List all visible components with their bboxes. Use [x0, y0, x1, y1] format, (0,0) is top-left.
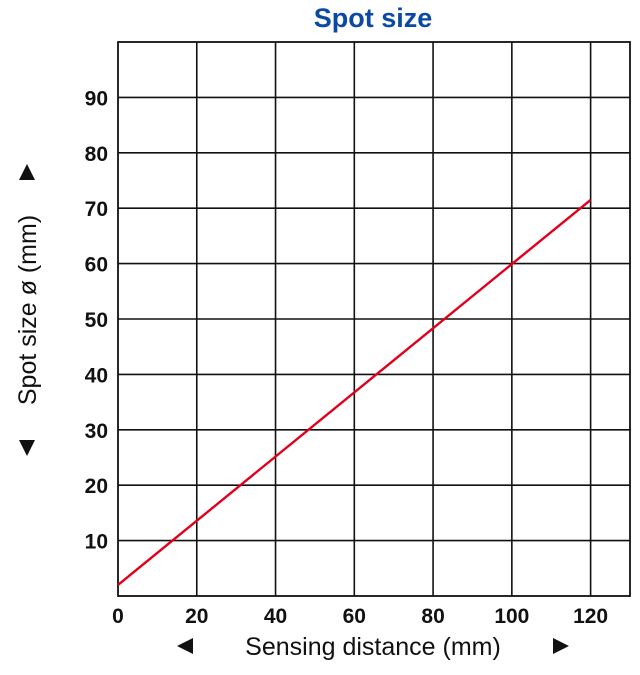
x-tick-label: 120: [573, 605, 608, 628]
y-tick-label: 30: [85, 420, 108, 443]
y-tick-label: 10: [85, 531, 108, 554]
x-axis-label: Sensing distance (mm): [245, 633, 501, 661]
x-tick-label: 100: [494, 605, 529, 628]
y-tick-label: 60: [85, 254, 108, 277]
arrow-down-icon: [19, 440, 35, 456]
series-lines: [117, 198, 592, 586]
arrow-up-icon: [19, 164, 35, 180]
x-tick-label: 40: [264, 605, 287, 628]
x-tick-label: 0: [112, 605, 124, 628]
y-tick-label: 40: [85, 364, 108, 387]
x-tick-label: 60: [343, 605, 366, 628]
plot-frame: [117, 41, 631, 597]
x-axis-label-group: Sensing distance (mm): [177, 633, 569, 661]
y-tick-label: 80: [85, 143, 108, 166]
arrow-left-icon: [177, 638, 193, 654]
y-tick-label: 70: [85, 198, 108, 221]
x-tick-label: 20: [185, 605, 208, 628]
y-axis-label-group: Spot size ø (mm): [14, 164, 42, 456]
y-axis-label: Spot size ø (mm): [14, 215, 42, 405]
y-tick-label: 20: [85, 475, 108, 498]
series-line: [117, 198, 592, 586]
grid: [117, 41, 631, 597]
y-tick-label: 50: [85, 309, 108, 332]
y-tick-label: 90: [85, 87, 108, 110]
tick-labels: 0 20 40 60 80 100 120 10 20 30 40 50 60 70 80 90: [85, 87, 608, 628]
arrow-right-icon: [553, 638, 569, 654]
x-tick-label: 80: [421, 605, 444, 628]
chart-title: Spot size: [314, 3, 433, 33]
